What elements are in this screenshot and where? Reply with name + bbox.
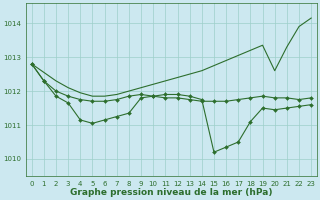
X-axis label: Graphe pression niveau de la mer (hPa): Graphe pression niveau de la mer (hPa) xyxy=(70,188,273,197)
